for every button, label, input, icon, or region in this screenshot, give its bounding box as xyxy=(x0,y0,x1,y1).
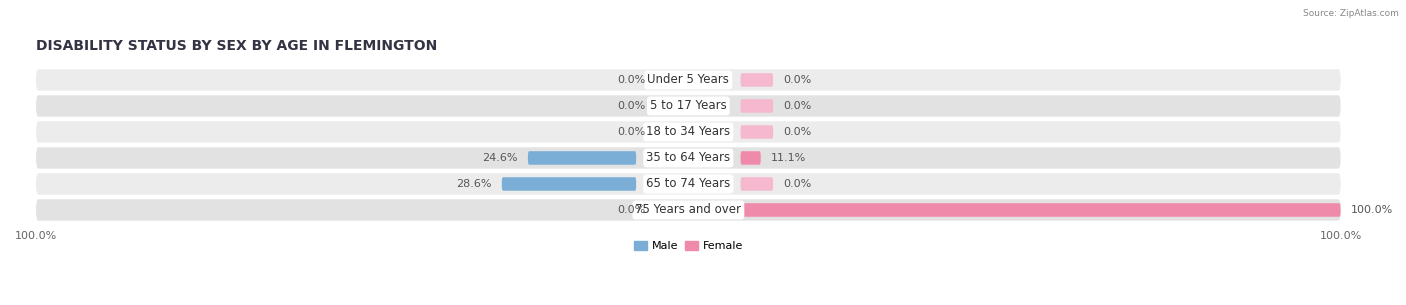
FancyBboxPatch shape xyxy=(741,203,1340,217)
Text: 24.6%: 24.6% xyxy=(482,153,519,163)
Text: 18 to 34 Years: 18 to 34 Years xyxy=(647,125,730,138)
Text: Source: ZipAtlas.com: Source: ZipAtlas.com xyxy=(1303,9,1399,18)
Text: 0.0%: 0.0% xyxy=(617,205,645,215)
FancyBboxPatch shape xyxy=(741,73,773,87)
Text: 65 to 74 Years: 65 to 74 Years xyxy=(647,178,731,191)
Text: 0.0%: 0.0% xyxy=(783,179,811,189)
Text: 0.0%: 0.0% xyxy=(783,101,811,111)
FancyBboxPatch shape xyxy=(741,125,773,139)
Text: 100.0%: 100.0% xyxy=(1350,205,1392,215)
Text: 35 to 64 Years: 35 to 64 Years xyxy=(647,152,730,164)
FancyBboxPatch shape xyxy=(37,69,1340,91)
FancyBboxPatch shape xyxy=(741,177,773,191)
Text: 5 to 17 Years: 5 to 17 Years xyxy=(650,99,727,113)
Text: Under 5 Years: Under 5 Years xyxy=(647,74,730,86)
FancyBboxPatch shape xyxy=(37,147,1340,169)
Text: 0.0%: 0.0% xyxy=(783,127,811,137)
FancyBboxPatch shape xyxy=(741,151,761,165)
Text: 0.0%: 0.0% xyxy=(617,101,645,111)
FancyBboxPatch shape xyxy=(502,177,636,191)
Text: 28.6%: 28.6% xyxy=(457,179,492,189)
Text: 75 Years and over: 75 Years and over xyxy=(636,203,741,217)
Text: 0.0%: 0.0% xyxy=(617,75,645,85)
FancyBboxPatch shape xyxy=(527,151,636,165)
Text: 0.0%: 0.0% xyxy=(617,127,645,137)
Text: 0.0%: 0.0% xyxy=(783,75,811,85)
FancyBboxPatch shape xyxy=(37,95,1340,117)
Text: 11.1%: 11.1% xyxy=(770,153,806,163)
FancyBboxPatch shape xyxy=(37,121,1340,143)
Text: DISABILITY STATUS BY SEX BY AGE IN FLEMINGTON: DISABILITY STATUS BY SEX BY AGE IN FLEMI… xyxy=(37,39,437,53)
Legend: Male, Female: Male, Female xyxy=(630,236,748,256)
FancyBboxPatch shape xyxy=(741,99,773,113)
FancyBboxPatch shape xyxy=(37,199,1340,221)
FancyBboxPatch shape xyxy=(37,173,1340,195)
